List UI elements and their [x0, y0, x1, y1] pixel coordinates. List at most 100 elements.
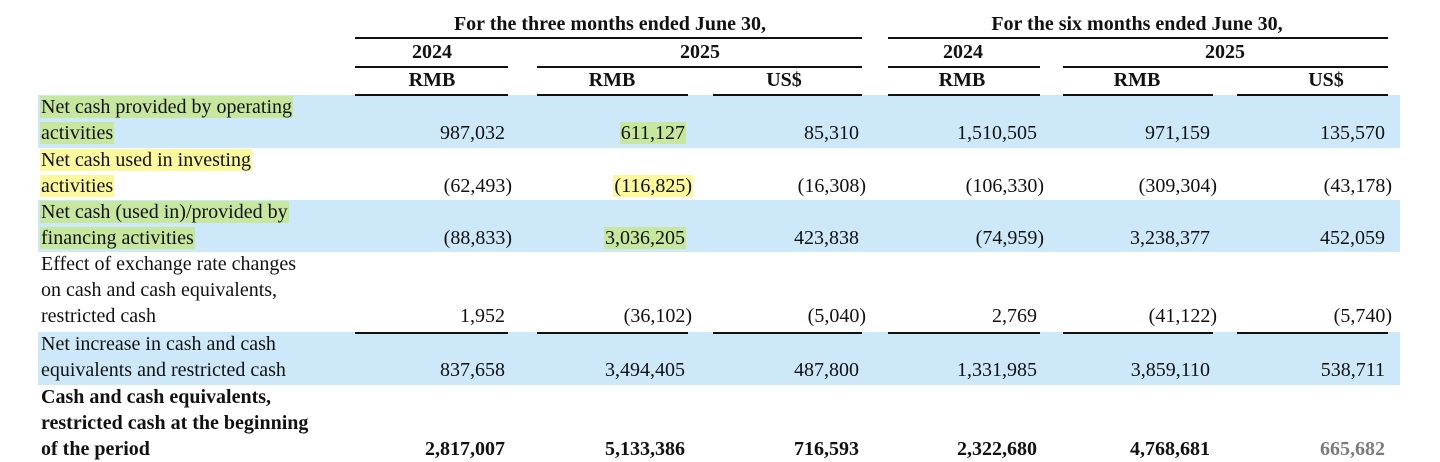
value-text: 3,859,110	[1130, 359, 1210, 381]
cell-value: 716,593	[793, 436, 860, 462]
cell-value: 538,711	[1320, 357, 1386, 383]
year-header: 2024	[943, 41, 983, 63]
cell-value: 5,133,386	[604, 436, 686, 462]
row-label: activities	[40, 173, 115, 199]
year-header: 2025	[1205, 41, 1245, 63]
rule	[355, 94, 508, 96]
value-text: (43,178)	[1323, 175, 1392, 197]
value-text: 611,127	[619, 122, 686, 144]
cell-value: (41,122)	[1148, 303, 1218, 329]
rule	[1063, 66, 1388, 68]
currency-header: RMB	[938, 69, 986, 91]
cell-value: (88,833)	[443, 225, 513, 251]
rule	[537, 94, 688, 96]
label-line: equivalents and restricted cash	[41, 359, 286, 381]
cell-value: 487,800	[793, 357, 860, 383]
value-text: (116,825)	[613, 175, 693, 197]
row-label: Cash and cash equivalents,	[40, 384, 272, 410]
rule	[1237, 94, 1388, 96]
cell-value: (5,740)	[1333, 303, 1393, 329]
currency-header: RMB	[1113, 69, 1161, 91]
label-line: restricted cash at the beginning	[41, 412, 309, 434]
rule	[888, 332, 1040, 334]
cell-value: (43,178)	[1323, 173, 1393, 199]
row-label: Net cash used in investing	[40, 147, 252, 173]
cell-value: 4,768,681	[1129, 436, 1211, 462]
value-text: (88,833)	[443, 227, 512, 249]
rule	[888, 37, 1388, 39]
row-label: Net increase in cash and cash	[40, 331, 277, 357]
row-label: activities	[40, 120, 115, 146]
label-line: Effect of exchange rate changes	[41, 253, 297, 275]
row-label: financing activities	[40, 225, 195, 251]
value-text: 3,036,205	[604, 227, 686, 249]
row-shade	[38, 332, 1400, 385]
value-text: 837,658	[440, 359, 505, 381]
label-line: Net cash (used in)/provided by	[40, 201, 289, 223]
value-text: 3,238,377	[1130, 227, 1210, 249]
value-text: 716,593	[794, 438, 859, 460]
label-line: Net cash provided by operating	[40, 96, 294, 118]
rule	[888, 66, 1040, 68]
cell-value: 837,658	[439, 357, 506, 383]
cell-value: 971,159	[1144, 120, 1211, 146]
value-text: 665,682	[1320, 438, 1385, 460]
value-text: 423,838	[794, 227, 859, 249]
cell-value: (74,959)	[975, 225, 1045, 251]
cell-value: (116,825)	[613, 173, 693, 199]
rule	[355, 332, 508, 334]
group-header: For the six months ended June 30,	[991, 13, 1283, 35]
rule	[537, 66, 862, 68]
rule	[888, 94, 1040, 96]
row-label: Net cash (used in)/provided by	[40, 199, 289, 225]
value-text: 487,800	[794, 359, 859, 381]
cell-value: 3,036,205	[604, 225, 686, 251]
rule	[713, 94, 862, 96]
year-header: 2024	[412, 41, 452, 63]
row-label: of the period	[40, 436, 151, 462]
cell-value: 452,059	[1319, 225, 1386, 251]
value-text: 2,817,007	[425, 438, 505, 460]
value-text: 1,952	[460, 305, 505, 327]
cell-value: 1,952	[459, 303, 506, 329]
value-text: 135,570	[1320, 122, 1385, 144]
currency-header: RMB	[408, 69, 456, 91]
cell-value: (16,308)	[797, 173, 867, 199]
value-text: (62,493)	[443, 175, 512, 197]
cell-value: 3,238,377	[1129, 225, 1211, 251]
value-text: 4,768,681	[1130, 438, 1210, 460]
value-text: (41,122)	[1148, 305, 1217, 327]
cell-value: 987,032	[439, 120, 506, 146]
value-text: 2,322,680	[957, 438, 1037, 460]
rule	[1063, 332, 1213, 334]
cell-value: (5,040)	[807, 303, 867, 329]
cell-value: (106,330)	[965, 173, 1045, 199]
cell-value: 1,510,505	[956, 120, 1038, 146]
row-label: restricted cash	[40, 303, 157, 329]
label-line: restricted cash	[41, 305, 156, 327]
value-text: 971,159	[1145, 122, 1210, 144]
currency-header: US$	[1308, 69, 1344, 91]
cell-value: 423,838	[793, 225, 860, 251]
label-line: of the period	[41, 438, 150, 460]
row-label: equivalents and restricted cash	[40, 357, 287, 383]
value-text: 1,510,505	[957, 122, 1037, 144]
value-text: 987,032	[440, 122, 505, 144]
cell-value: 2,769	[991, 303, 1038, 329]
rule	[1237, 332, 1388, 334]
currency-header: RMB	[588, 69, 636, 91]
row-label: Net cash provided by operating	[40, 94, 294, 120]
cell-value: 611,127	[619, 120, 686, 146]
cell-value: 135,570	[1319, 120, 1386, 146]
cell-value: (36,102)	[623, 303, 693, 329]
rule	[537, 332, 688, 334]
cell-value: 2,322,680	[956, 436, 1038, 462]
value-text: (16,308)	[797, 175, 866, 197]
value-text: 452,059	[1320, 227, 1385, 249]
value-text: (309,304)	[1138, 175, 1217, 197]
group-header: For the three months ended June 30,	[453, 13, 767, 35]
cell-value: 2,817,007	[424, 436, 506, 462]
rule	[1063, 94, 1213, 96]
label-line: activities	[40, 175, 115, 197]
